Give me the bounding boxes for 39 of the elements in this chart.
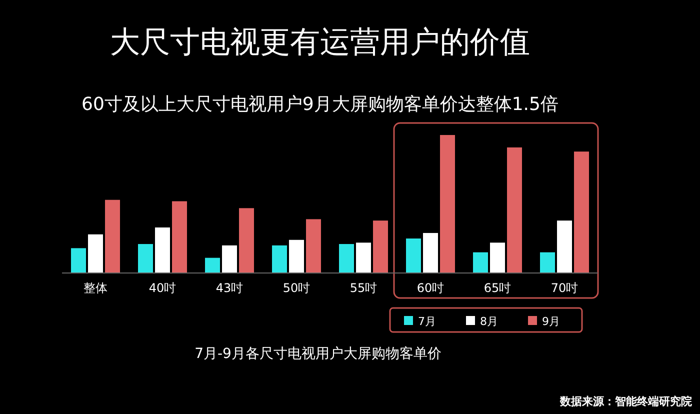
text: 7月-9月各尺寸电视用户大屏购物客单价 bbox=[194, 346, 442, 362]
bar bbox=[105, 200, 120, 273]
bar bbox=[155, 227, 170, 273]
bar bbox=[172, 201, 187, 273]
bar bbox=[356, 242, 371, 273]
x-tick-label: 40吋 bbox=[148, 281, 176, 295]
x-tick-label: 60吋 bbox=[416, 281, 444, 295]
bar bbox=[306, 219, 321, 273]
bar bbox=[574, 152, 589, 273]
source-note: 数据来源：智能终端研究院 bbox=[559, 395, 692, 408]
legend-label: 9月 bbox=[542, 315, 560, 328]
bar bbox=[406, 238, 421, 273]
x-tick-label: 65吋 bbox=[484, 281, 512, 295]
x-tick-label: 50吋 bbox=[282, 281, 310, 295]
legend-label: 7月 bbox=[418, 315, 436, 328]
chart-title: 大尺寸电视更有运营用户的价值 bbox=[110, 25, 530, 60]
bar bbox=[239, 208, 254, 273]
legend-label: 8月 bbox=[480, 315, 498, 328]
x-tick-label: 55吋 bbox=[350, 281, 378, 295]
x-tick-label: 70吋 bbox=[550, 281, 578, 295]
bar bbox=[540, 252, 555, 273]
x-tick-label: 43吋 bbox=[216, 281, 244, 295]
x-tick-label: 整体 bbox=[84, 281, 108, 295]
chart-subtitle: 60寸及以上大尺寸电视用户9月大屏购物客单价达整体1.5倍 bbox=[82, 94, 558, 115]
bar bbox=[88, 234, 103, 273]
bar bbox=[222, 245, 237, 273]
bar bbox=[289, 240, 304, 273]
bar bbox=[138, 244, 153, 273]
bar bbox=[507, 147, 522, 273]
bar bbox=[557, 220, 572, 273]
bar bbox=[339, 244, 354, 273]
bar bbox=[423, 232, 438, 273]
bar bbox=[440, 135, 455, 273]
bar bbox=[473, 252, 488, 273]
bar bbox=[71, 248, 86, 273]
bar bbox=[272, 245, 287, 273]
bar bbox=[205, 258, 220, 273]
bar bbox=[373, 220, 388, 273]
bar bbox=[490, 242, 505, 273]
